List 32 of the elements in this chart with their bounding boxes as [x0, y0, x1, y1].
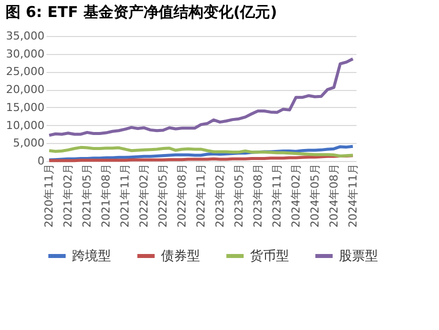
legend-label: 股票型 — [339, 249, 378, 264]
y-tick-label: 0 — [38, 154, 44, 168]
x-tick-label: 2022年11月 — [194, 164, 208, 228]
x-tick-label: 2021年02月 — [62, 164, 75, 228]
x-tick-label: 2020年11月 — [42, 164, 56, 228]
line-series — [48, 57, 354, 137]
y-tick-label: 10,000 — [6, 118, 44, 132]
x-tick-label: 2023年11月 — [270, 164, 284, 228]
x-tick-label: 2021年05月 — [80, 164, 94, 228]
x-tick-label: 2022年02月 — [138, 164, 151, 228]
legend-label: 货币型 — [250, 249, 289, 264]
x-tick-label: 2023年02月 — [213, 164, 226, 228]
x-tick-label: 2022年08月 — [176, 164, 189, 228]
x-tick-label: 2023年08月 — [251, 164, 264, 228]
y-tick-label: 15,000 — [6, 100, 44, 114]
x-tick-label: 2024年08月 — [327, 164, 340, 228]
x-tick-label: 2023年05月 — [232, 164, 246, 228]
y-tick-label: 25,000 — [6, 65, 44, 78]
y-tick-label: 35,000 — [6, 30, 44, 42]
legend-label: 跨境型 — [72, 248, 111, 264]
line-series — [48, 146, 354, 158]
x-tick-label: 2021年11月 — [118, 164, 132, 228]
y-tick-label: 30,000 — [6, 47, 44, 60]
x-tick-label: 2022年05月 — [156, 164, 170, 228]
x-tick-label: 2024年05月 — [308, 164, 322, 228]
legend-label: 债券型 — [161, 249, 200, 264]
chart-title: 图 6: ETF 基金资产净值结构变化(亿元) — [6, 3, 278, 21]
x-tick-label: 2024年02月 — [289, 164, 302, 228]
x-tick-label: 2024年11月 — [346, 164, 360, 228]
y-tick-label: 5,000 — [13, 136, 44, 150]
y-tick-label: 20,000 — [6, 83, 44, 96]
x-tick-label: 2021年08月 — [100, 164, 113, 228]
